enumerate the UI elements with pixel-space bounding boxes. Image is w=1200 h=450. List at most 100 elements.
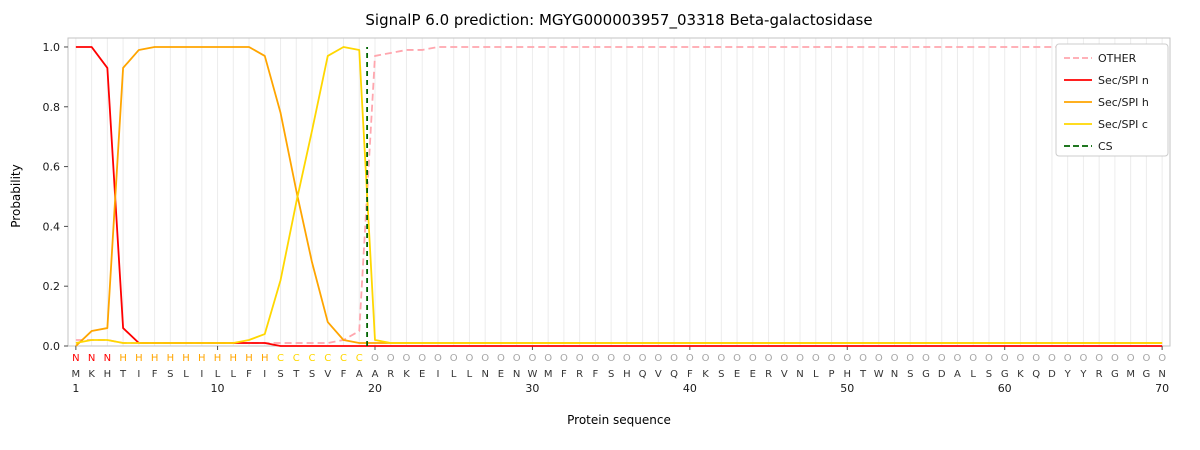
svg-text:60: 60 <box>998 382 1012 395</box>
svg-text:C: C <box>293 353 300 364</box>
svg-text:R: R <box>765 369 772 380</box>
svg-text:O: O <box>686 353 694 364</box>
svg-text:M: M <box>72 369 81 380</box>
svg-text:E: E <box>734 369 740 380</box>
svg-text:O: O <box>513 353 521 364</box>
svg-text:G: G <box>1111 369 1119 380</box>
svg-text:O: O <box>497 353 505 364</box>
svg-text:F: F <box>246 369 252 380</box>
svg-text:C: C <box>277 353 284 364</box>
svg-text:O: O <box>1079 353 1087 364</box>
svg-text:O: O <box>906 353 914 364</box>
svg-text:0.4: 0.4 <box>43 220 61 233</box>
svg-text:0.2: 0.2 <box>43 280 61 293</box>
legend-entry-sec-spi-n: Sec/SPI n <box>1064 74 1149 87</box>
svg-text:H: H <box>167 353 175 364</box>
series-line-sec-spi-h <box>75 46 1163 347</box>
svg-text:T: T <box>859 369 867 380</box>
x-axis-ticks: 1 10 20 30 40 50 60 70 <box>72 346 1169 395</box>
svg-text:C: C <box>356 353 363 364</box>
svg-text:O: O <box>985 353 993 364</box>
svg-text:30: 30 <box>525 382 539 395</box>
svg-text:G: G <box>1001 369 1009 380</box>
svg-text:O: O <box>466 353 474 364</box>
svg-text:K: K <box>88 369 95 380</box>
legend-entry-other: OTHER <box>1064 52 1137 65</box>
svg-text:W: W <box>874 369 884 380</box>
svg-text:10: 10 <box>211 382 225 395</box>
svg-text:O: O <box>828 353 836 364</box>
svg-text:H: H <box>198 353 206 364</box>
svg-text:L: L <box>813 369 819 380</box>
svg-text:O: O <box>796 353 804 364</box>
svg-text:H: H <box>230 353 238 364</box>
svg-text:I: I <box>436 369 439 380</box>
svg-text:H: H <box>119 353 127 364</box>
svg-text:S: S <box>608 369 614 380</box>
svg-text:I: I <box>263 369 266 380</box>
svg-text:O: O <box>938 353 946 364</box>
svg-text:F: F <box>593 369 599 380</box>
svg-text:N: N <box>796 369 803 380</box>
svg-text:I: I <box>137 369 140 380</box>
legend-entry-sec-spi-h: Sec/SPI h <box>1064 96 1149 109</box>
svg-text:H: H <box>104 369 112 380</box>
svg-text:A: A <box>372 369 379 380</box>
svg-text:T: T <box>119 369 127 380</box>
svg-text:O: O <box>387 353 395 364</box>
svg-text:O: O <box>591 353 599 364</box>
svg-text:O: O <box>1017 353 1025 364</box>
svg-text:Y: Y <box>1064 369 1072 380</box>
svg-text:H: H <box>261 353 269 364</box>
svg-text:O: O <box>623 353 631 364</box>
svg-text:O: O <box>418 353 426 364</box>
svg-text:M: M <box>544 369 553 380</box>
svg-text:O: O <box>891 353 899 364</box>
svg-text:Q: Q <box>670 369 678 380</box>
svg-text:A: A <box>356 369 363 380</box>
series-line-sec-spi-n <box>75 46 1163 347</box>
svg-text:OTHER: OTHER <box>1098 52 1137 65</box>
svg-text:O: O <box>560 353 568 364</box>
svg-text:O: O <box>1032 353 1040 364</box>
svg-text:V: V <box>781 369 788 380</box>
svg-text:R: R <box>576 369 583 380</box>
svg-text:O: O <box>544 353 552 364</box>
svg-text:O: O <box>843 353 851 364</box>
svg-text:O: O <box>607 353 615 364</box>
svg-text:W: W <box>527 369 537 380</box>
svg-text:D: D <box>938 369 946 380</box>
svg-text:T: T <box>292 369 300 380</box>
svg-text:O: O <box>812 353 820 364</box>
svg-text:F: F <box>687 369 693 380</box>
svg-text:K: K <box>1017 369 1024 380</box>
svg-text:L: L <box>970 369 976 380</box>
svg-text:V: V <box>324 369 331 380</box>
x-axis-label: Protein sequence <box>567 413 671 427</box>
legend-entry-sec-spi-c: Sec/SPI c <box>1064 118 1148 131</box>
svg-text:C: C <box>309 353 316 364</box>
svg-text:O: O <box>1095 353 1103 364</box>
svg-text:N: N <box>481 369 488 380</box>
svg-text:N: N <box>88 353 95 364</box>
svg-text:C: C <box>340 353 347 364</box>
svg-text:O: O <box>765 353 773 364</box>
svg-text:N: N <box>891 369 898 380</box>
svg-text:H: H <box>151 353 159 364</box>
svg-text:H: H <box>214 353 222 364</box>
svg-text:O: O <box>434 353 442 364</box>
y-axis-label: Probability <box>9 164 23 227</box>
svg-text:S: S <box>277 369 283 380</box>
svg-text:O: O <box>859 353 867 364</box>
svg-text:P: P <box>829 369 835 380</box>
svg-text:O: O <box>1048 353 1056 364</box>
svg-text:N: N <box>104 353 111 364</box>
svg-text:O: O <box>528 353 536 364</box>
svg-text:S: S <box>907 369 913 380</box>
plot-area: 0.00.20.40.60.81.01 10 20 30 40 50 60 70N N N H H H H… <box>43 37 1171 395</box>
svg-text:O: O <box>481 353 489 364</box>
svg-text:O: O <box>1111 353 1119 364</box>
svg-text:Y: Y <box>1079 369 1087 380</box>
svg-text:O: O <box>717 353 725 364</box>
